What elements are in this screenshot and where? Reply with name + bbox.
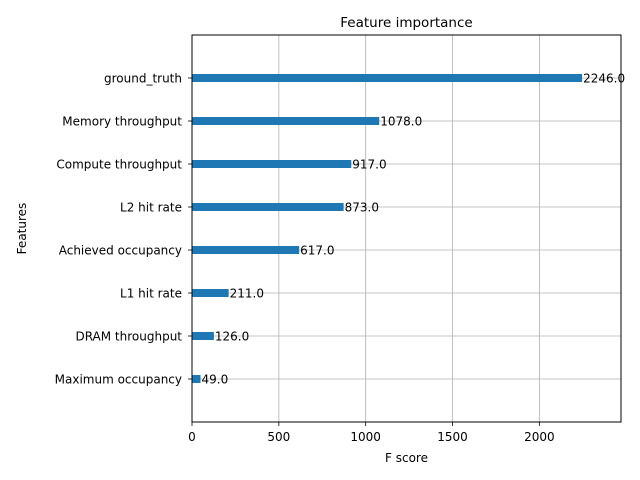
value-label: 2246.0: [583, 72, 625, 86]
y-tick-label: L1 hit rate: [120, 287, 182, 301]
x-tick-label: 0: [188, 430, 196, 444]
x-tick-label: 2000: [524, 430, 555, 444]
chart-title: Feature importance: [340, 15, 472, 31]
y-tick-label: Achieved occupancy: [59, 244, 182, 258]
plot-frame: [191, 34, 622, 423]
bar: [192, 117, 380, 125]
bar: [192, 332, 214, 340]
y-tick-label: Compute throughput: [56, 158, 182, 172]
value-labels: 2246.0 1078.0 917.0 873.0 617.0 211.0 126.0 49.…: [202, 72, 626, 387]
value-label: 126.0: [215, 330, 249, 344]
y-ticks: ground_truth Memory throughput Compute thr…: [55, 72, 192, 387]
bar: [192, 246, 300, 254]
value-label: 917.0: [352, 158, 386, 172]
bar: [192, 160, 352, 168]
y-tick-label: ground_truth: [104, 72, 182, 86]
value-label: 49.0: [202, 373, 229, 387]
y-tick-label: DRAM throughput: [75, 330, 182, 344]
y-tick-label: Memory throughput: [62, 115, 182, 129]
value-label: 1078.0: [380, 115, 422, 129]
bar: [192, 289, 229, 297]
value-label: 211.0: [230, 287, 264, 301]
x-axis-label: F score: [385, 451, 428, 465]
x-tick-label: 1000: [350, 430, 381, 444]
y-axis-label: Features: [15, 203, 29, 255]
x-tick-label: 1500: [437, 430, 468, 444]
bar: [192, 203, 344, 211]
bar: [192, 74, 583, 82]
value-label: 617.0: [300, 244, 334, 258]
bar: [192, 375, 201, 383]
x-ticks: 0 500 1000 1500 2000: [188, 422, 555, 444]
value-label: 873.0: [345, 201, 379, 215]
y-tick-label: Maximum occupancy: [55, 373, 182, 387]
x-tick-label: 500: [267, 430, 290, 444]
y-tick-label: L2 hit rate: [120, 201, 182, 215]
bars: [192, 74, 583, 383]
